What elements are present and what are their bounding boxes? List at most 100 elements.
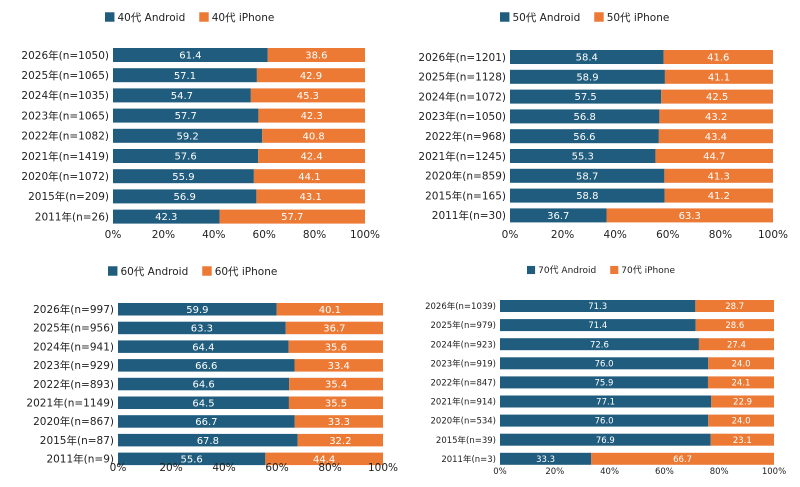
legend-label-android: 60代 Android — [120, 266, 188, 278]
data-label-iphone: 28.7 — [725, 302, 744, 312]
bar-iphone — [695, 300, 774, 312]
data-label-iphone: 41.2 — [708, 191, 730, 202]
category-label: 2020年(n=534) — [431, 416, 497, 427]
x-tick-label: 80% — [303, 229, 326, 241]
category-label: 2024年(n=923) — [431, 339, 497, 350]
legend-label-android: 50代 Android — [512, 12, 580, 24]
data-label-iphone: 40.8 — [302, 131, 324, 142]
data-label-android: 76.9 — [596, 436, 615, 446]
x-tick-label: 100% — [368, 462, 398, 474]
chart-panel-2: 50代 Android 50代 iPhone 2026年(n=1201) 58.4 41… — [418, 12, 788, 241]
category-label: 2026年(n=1039) — [425, 301, 496, 312]
bar-android — [118, 340, 289, 353]
bar-iphone — [664, 188, 773, 203]
x-tick-label: 20% — [551, 229, 574, 241]
x-tick-label: 0% — [502, 229, 519, 241]
data-label-iphone: 41.6 — [707, 53, 729, 64]
legend-swatch-android — [500, 12, 510, 22]
legend-label-android: 40代 Android — [117, 12, 185, 24]
data-label-iphone: 42.4 — [300, 152, 322, 163]
bar-iphone — [258, 149, 365, 163]
data-label-iphone: 44.4 — [313, 454, 335, 465]
bar-android — [113, 68, 257, 83]
data-label-android: 61.4 — [179, 51, 201, 62]
bar-iphone — [658, 129, 773, 144]
x-tick-label: 0% — [110, 462, 127, 474]
category-label: 2015年(n=87) — [40, 434, 114, 447]
category-label: 2015年(n=209) — [28, 190, 109, 203]
bar-android — [118, 396, 289, 409]
x-tick-label: 40% — [212, 462, 235, 474]
bar-android — [113, 108, 259, 123]
bar-android — [510, 168, 665, 183]
data-label-android: 59.2 — [176, 131, 198, 142]
data-label-iphone: 24.0 — [732, 359, 751, 369]
data-label-android: 36.7 — [547, 211, 569, 222]
legend-label-iphone: 60代 iPhone — [215, 266, 278, 278]
x-tick-label: 0% — [493, 467, 507, 477]
bar-iphone — [265, 452, 383, 466]
bar-android — [500, 338, 699, 351]
bar-android — [113, 128, 263, 143]
bar-android — [118, 303, 277, 316]
data-label-android: 55.6 — [181, 454, 203, 465]
data-label-android: 56.6 — [573, 132, 595, 143]
bar-iphone — [297, 433, 383, 447]
data-label-iphone: 63.3 — [679, 211, 701, 222]
data-label-android: 56.8 — [574, 112, 596, 123]
data-label-android: 64.5 — [192, 398, 214, 409]
data-label-android: 76.0 — [595, 359, 614, 369]
x-tick-label: 20% — [152, 229, 175, 241]
bar-iphone — [258, 108, 365, 123]
category-label: 2023年(n=929) — [33, 359, 114, 372]
category-label: 2020年(n=1072) — [21, 170, 109, 183]
category-label: 2022年(n=893) — [33, 378, 114, 391]
bar-android — [118, 321, 286, 335]
bar-iphone — [655, 149, 773, 163]
data-label-iphone: 41.3 — [708, 171, 730, 182]
bar-android — [113, 209, 220, 224]
data-label-android: 76.0 — [595, 417, 614, 427]
data-label-iphone: 42.3 — [301, 111, 323, 122]
data-label-iphone: 43.1 — [300, 192, 322, 203]
bar-android — [118, 415, 295, 428]
category-label: 2024年(n=941) — [33, 340, 114, 353]
bar-android — [510, 149, 656, 163]
category-label: 2021年(n=1149) — [26, 397, 114, 410]
bar-iphone — [606, 208, 773, 223]
category-label: 2024年(n=1072) — [418, 90, 506, 103]
legend-swatch-android — [105, 12, 115, 22]
data-label-android: 66.6 — [195, 361, 217, 372]
bar-iphone — [289, 377, 383, 391]
category-label: 2022年(n=1082) — [21, 130, 109, 143]
category-label: 2025年(n=1128) — [418, 71, 506, 84]
data-label-android: 56.9 — [174, 192, 196, 203]
legend-label-iphone: 50代 iPhone — [607, 12, 670, 24]
bar-android — [500, 452, 592, 465]
category-label: 2025年(n=956) — [33, 322, 114, 335]
bar-android — [118, 377, 290, 391]
bar-android — [113, 189, 257, 204]
bar-iphone — [219, 209, 365, 224]
bar-iphone — [661, 89, 773, 104]
bar-iphone — [708, 414, 774, 427]
data-label-iphone: 35.6 — [325, 342, 347, 353]
data-label-iphone: 36.7 — [323, 324, 345, 335]
data-label-iphone: 33.3 — [328, 417, 350, 428]
bar-android — [510, 50, 664, 64]
category-label: 2015年(n=39) — [436, 435, 496, 446]
data-label-iphone: 42.5 — [706, 92, 728, 103]
legend-swatch-iphone — [199, 12, 209, 22]
data-label-iphone: 44.7 — [703, 152, 725, 163]
category-label: 2024年(n=1035) — [21, 89, 109, 102]
x-tick-label: 100% — [350, 229, 380, 241]
data-label-android: 64.4 — [192, 342, 214, 353]
data-label-iphone: 35.5 — [325, 398, 347, 409]
category-label: 2022年(n=968) — [425, 130, 506, 143]
x-tick-label: 60% — [265, 462, 288, 474]
category-label: 2020年(n=859) — [425, 170, 506, 183]
category-label: 2011年(n=30) — [432, 209, 506, 222]
bar-android — [510, 89, 662, 104]
bar-android — [500, 433, 711, 446]
